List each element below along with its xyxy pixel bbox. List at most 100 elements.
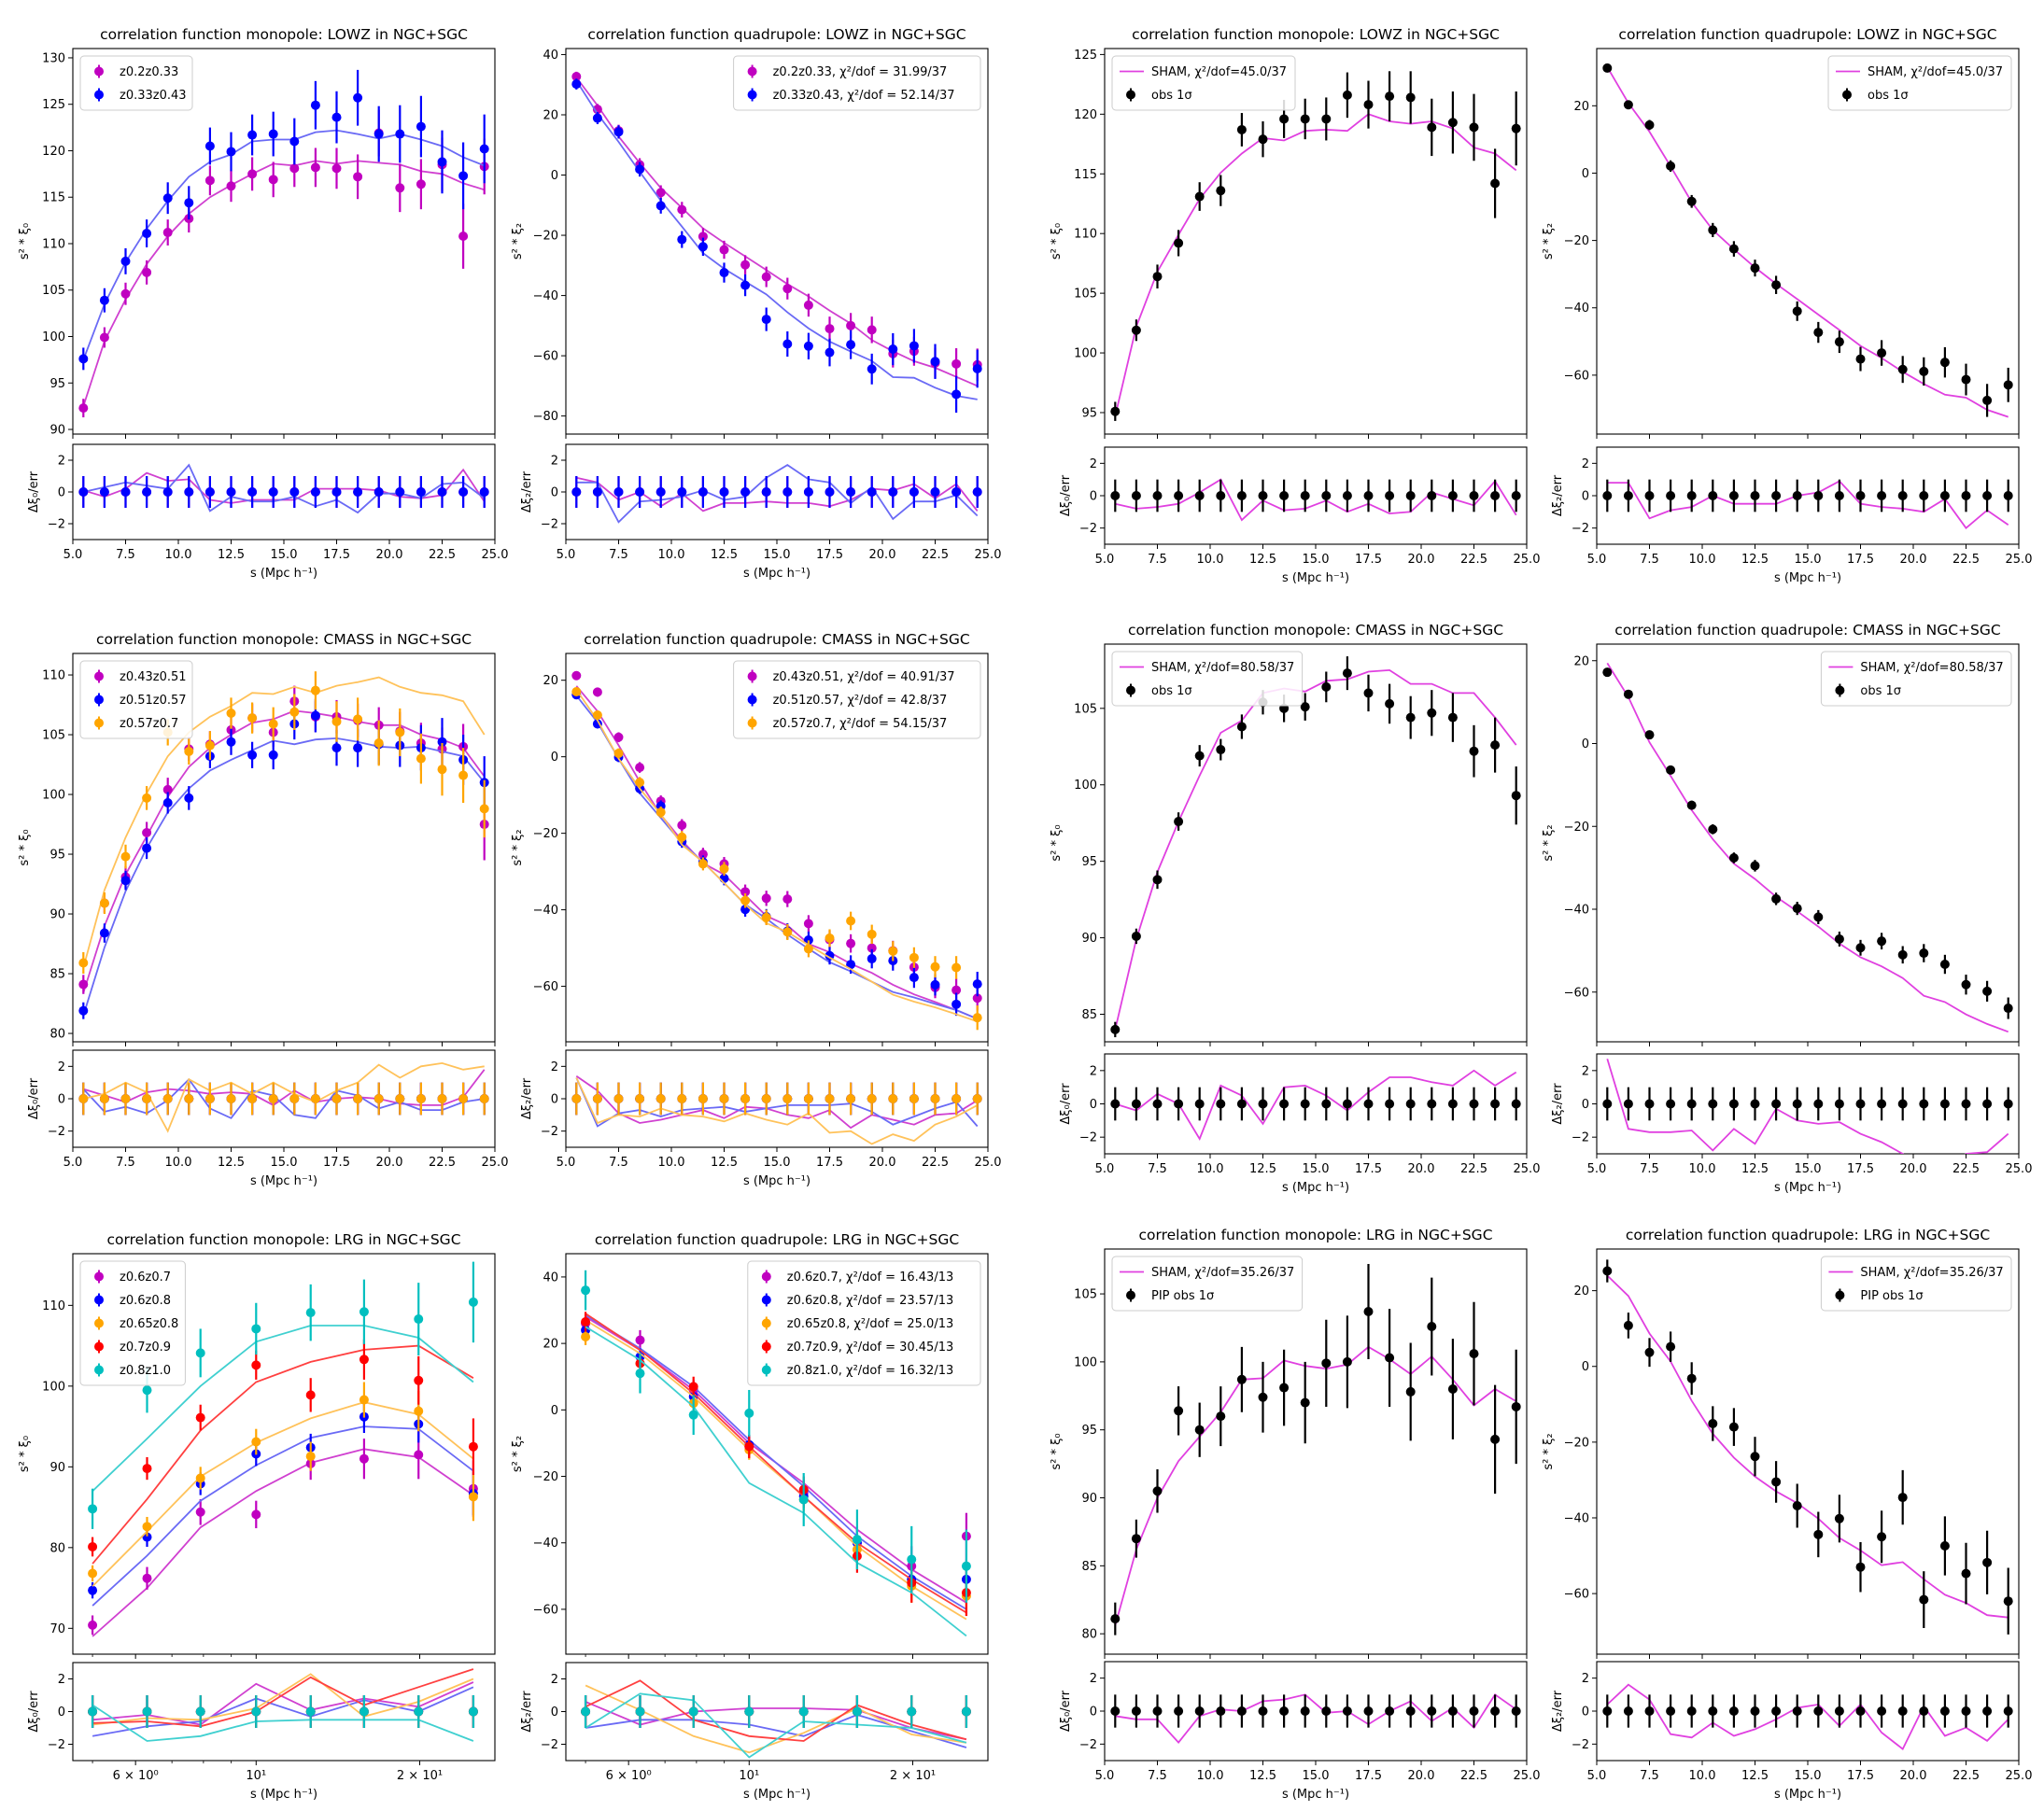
residual-1-point bbox=[310, 487, 320, 497]
series-0-point bbox=[972, 993, 982, 1004]
residual-y-ticklabel: −2 bbox=[541, 518, 558, 532]
panel-lrg-quadrupole-sham: correlation function quadrupole: LRG in … bbox=[1542, 1227, 2032, 1802]
x-ticklabel: 7.5 bbox=[1148, 1769, 1167, 1783]
obs-point bbox=[1194, 1425, 1205, 1435]
series-0-point bbox=[99, 332, 109, 343]
obs-residual-point bbox=[1623, 1706, 1633, 1716]
y-ticklabel: 20 bbox=[543, 674, 558, 688]
residual-y-axis-label: Δξ₂/err bbox=[520, 470, 534, 512]
x-ticklabel: 17.5 bbox=[816, 1156, 843, 1170]
legend-label: obs 1σ bbox=[1151, 89, 1192, 103]
panel-cmass-monopole-sham: correlation function monopole: CMASS in … bbox=[1050, 622, 1540, 1195]
x-ticklabel: 17.5 bbox=[1355, 1162, 1382, 1176]
obs-point bbox=[1686, 800, 1697, 810]
obs-residual-point bbox=[1961, 1706, 1971, 1716]
obs-residual-point bbox=[1961, 491, 1971, 500]
residual-y-axis-label: Δξ₂/err bbox=[520, 1077, 534, 1119]
residual-2-point bbox=[204, 1094, 215, 1103]
series-2-point bbox=[468, 1492, 478, 1502]
obs-point bbox=[1342, 90, 1352, 100]
y-ticklabel: 95 bbox=[1081, 406, 1097, 420]
residual-y-axis-label: Δξ₀/err bbox=[27, 470, 41, 512]
residual-1-point bbox=[740, 487, 751, 497]
series-0-point bbox=[142, 267, 152, 277]
series-4-point bbox=[852, 1535, 862, 1545]
legend-label: z0.2z0.33, χ²/dof = 31.99/37 bbox=[773, 65, 948, 79]
x-ticklabel: 5.0 bbox=[63, 548, 83, 562]
obs-point bbox=[1194, 751, 1205, 761]
obs-point bbox=[1385, 698, 1395, 709]
x-ticklabel: 17.5 bbox=[323, 1156, 350, 1170]
series-0-point bbox=[761, 272, 771, 282]
y-ticklabel: 95 bbox=[1081, 1424, 1097, 1438]
series-0-point bbox=[195, 1507, 205, 1517]
series-2-point bbox=[359, 1395, 369, 1405]
residual-2-point bbox=[803, 1094, 813, 1103]
obs-point bbox=[1363, 100, 1374, 110]
obs-point bbox=[1644, 1347, 1655, 1357]
series-1-point bbox=[374, 129, 384, 139]
residual-y-axis-label: Δξ₂/err bbox=[520, 1691, 534, 1733]
obs-residual-point bbox=[1644, 491, 1655, 500]
obs-residual-point bbox=[1750, 1706, 1760, 1716]
x-ticklabel: 2 × 10¹ bbox=[890, 1769, 936, 1783]
obs-point bbox=[1490, 740, 1501, 751]
series-2-point bbox=[305, 1452, 316, 1462]
residual-1-point bbox=[635, 487, 645, 497]
obs-point bbox=[1490, 1434, 1501, 1444]
y-ticklabel: 130 bbox=[42, 51, 65, 65]
obs-residual-point bbox=[1236, 1099, 1247, 1109]
main-data bbox=[571, 71, 982, 414]
series-1-point bbox=[458, 171, 469, 181]
legend-label: PIP obs 1σ bbox=[1860, 1289, 1923, 1303]
obs-residual-point bbox=[1728, 491, 1739, 500]
series-3-point bbox=[468, 1441, 478, 1452]
legend-label: z0.51z0.57 bbox=[120, 694, 187, 708]
obs-residual-point bbox=[1771, 1706, 1782, 1716]
residual-1-point bbox=[120, 487, 131, 497]
residual-1-point bbox=[698, 487, 708, 497]
residual-line-4 bbox=[92, 1704, 474, 1742]
obs-residual-point bbox=[1110, 1706, 1121, 1716]
obs-residual-point bbox=[1834, 1706, 1844, 1716]
series-1-point bbox=[867, 364, 877, 374]
residual-1-point bbox=[204, 487, 215, 497]
series-4-point bbox=[359, 1307, 369, 1317]
residual-y-ticklabel: 2 bbox=[551, 1673, 558, 1687]
series-0-point bbox=[251, 1509, 261, 1520]
x-ticklabel: 20.0 bbox=[1900, 1769, 1927, 1783]
residual-2-point bbox=[78, 1094, 89, 1103]
obs-residual-point bbox=[1216, 491, 1226, 500]
obs-residual-point bbox=[1258, 491, 1268, 500]
obs-residual-point bbox=[1666, 1099, 1676, 1109]
residual-2-point bbox=[740, 1094, 751, 1103]
series-1-point bbox=[803, 934, 813, 945]
model-line-2 bbox=[82, 676, 486, 968]
series-1-point bbox=[353, 743, 363, 753]
series-0-point bbox=[635, 1335, 645, 1345]
obs-residual-point bbox=[1279, 491, 1290, 500]
y-ticklabel: −40 bbox=[533, 1537, 558, 1551]
y-ticklabel: 100 bbox=[1074, 347, 1097, 361]
residual-2-point bbox=[867, 1094, 877, 1103]
series-2-point bbox=[698, 859, 708, 869]
legend-marker bbox=[94, 671, 104, 681]
series-0-point bbox=[677, 821, 687, 831]
series-2-point bbox=[204, 740, 215, 751]
series-2-point bbox=[952, 962, 962, 973]
y-axis-label: s² * ξ₀ bbox=[1050, 824, 1064, 861]
series-3-point bbox=[305, 1390, 316, 1400]
obs-residual-point bbox=[1982, 491, 1993, 500]
obs-residual-point bbox=[1405, 1706, 1416, 1716]
legend-label: z0.33z0.43, χ²/dof = 52.14/37 bbox=[773, 89, 955, 103]
y-axis-label: s² * ξ₀ bbox=[1050, 1433, 1064, 1469]
residual-line-1 bbox=[585, 1714, 967, 1748]
obs-residual-point bbox=[1939, 491, 1950, 500]
series-2-point bbox=[99, 898, 109, 908]
x-ticklabel: 17.5 bbox=[1847, 1769, 1874, 1783]
residual-y-ticklabel: 2 bbox=[58, 455, 65, 469]
x-ticklabel: 20.0 bbox=[1408, 553, 1435, 567]
series-2-point bbox=[867, 929, 877, 939]
series-1-point bbox=[247, 750, 258, 760]
series-1-point bbox=[268, 750, 278, 760]
